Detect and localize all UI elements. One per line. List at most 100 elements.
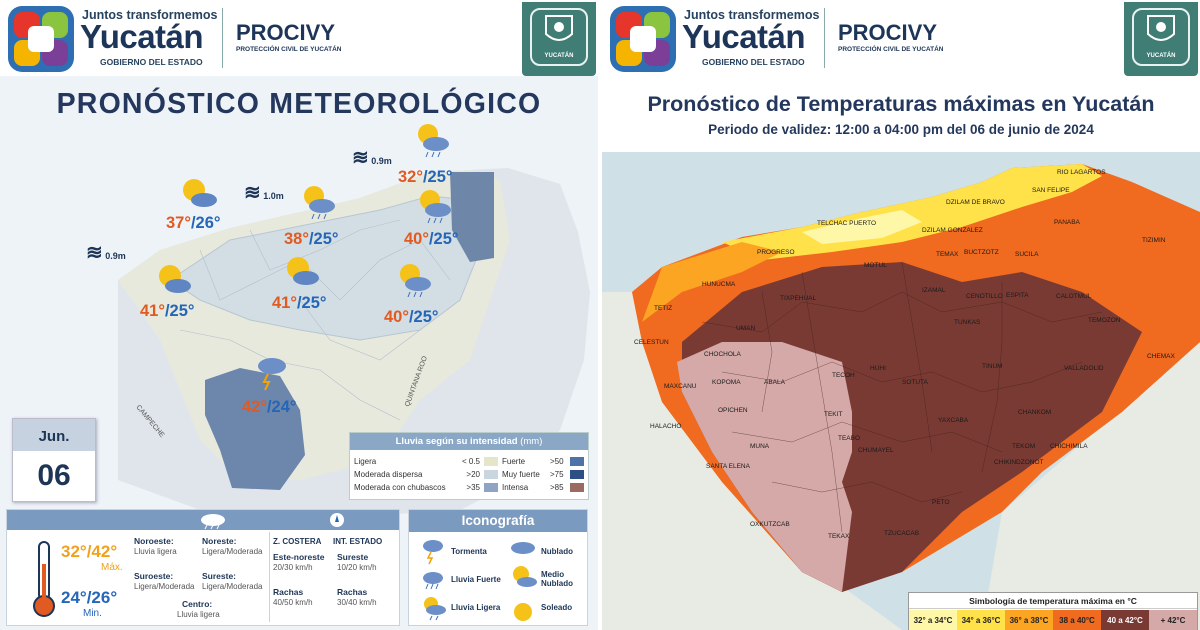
wind-dir: Noreste: [202, 536, 237, 546]
forecast-temp: 41°/25° [272, 294, 327, 312]
partly-cloudy-icon [287, 257, 319, 285]
header-divider [222, 8, 223, 68]
agency-sub: PROTECCIÓN CIVIL DE YUCATÁN [838, 46, 944, 53]
municipality-label: TEABO [838, 435, 860, 442]
municipality-label: CHIKINDZONOT [994, 459, 1044, 466]
forecast-temp: 42°/24° [242, 398, 297, 416]
icon-label: Lluvia Fuerte [451, 575, 501, 584]
municipality-label: PETO [932, 499, 950, 506]
partly-cloudy-icon [513, 566, 537, 587]
legend-item: 38 a 40°C [1053, 610, 1101, 630]
municipality-label: YAXCABA [938, 417, 969, 424]
legend-item: 34° a 36°C [957, 610, 1005, 630]
interior-gust-label: Rachas [337, 587, 368, 597]
zone-36-38 [642, 242, 782, 322]
conditions-header [7, 510, 399, 530]
municipality-label: TIZIMIN [1142, 237, 1166, 244]
sun-rain-icon [420, 190, 451, 224]
brand-tagline: Juntos transformemos [82, 8, 218, 22]
rain-legend-values1: < 0.5 >20 >35 [461, 457, 480, 492]
brand-sub: GOBIERNO DEL ESTADO [702, 57, 805, 67]
interior-label: INT. ESTADO [333, 537, 383, 546]
storm-icon [258, 358, 286, 391]
min-temp-label: Min. [83, 608, 102, 619]
icon-label: Lluvia Ligera [451, 603, 501, 612]
temperature-legend: Simbología de temperatura máxima en °C 3… [908, 592, 1198, 630]
wind-dir: Centro: [182, 599, 213, 609]
rain-row: Moderada con chubascos [354, 483, 446, 492]
left-header: Juntos transformemos Yucatán GOBIERNO DE… [0, 0, 598, 76]
rain-heavy-region [450, 172, 494, 262]
wind-val: Ligera/Moderada [202, 547, 263, 556]
municipality-label: MOTUL [864, 262, 887, 269]
rain-legend-col1: Ligera Moderada dispersa Moderada con ch… [354, 455, 446, 494]
swatch [570, 470, 584, 479]
icon-label: Soleado [541, 603, 573, 612]
rain-legend-title: Lluvia según su intensidad (mm) [350, 433, 588, 450]
municipality-label: DZILAM GONZALEZ [922, 227, 983, 234]
municipality-label: CHEMAX [1147, 353, 1175, 360]
coast-wind-speed: 20/30 km/h [273, 563, 313, 572]
municipality-label: SOTUTA [902, 379, 929, 386]
shield-icon [545, 15, 573, 41]
municipality-label: PROGRESO [757, 249, 795, 256]
temperature-map-panel: Juntos transformemos Yucatán GOBIERNO DE… [602, 0, 1200, 630]
municipality-label: BUCTZOTZ [964, 249, 999, 256]
municipality-label: CHOCHOLA [704, 351, 742, 358]
municipality-label: RIO LAGARTOS [1057, 169, 1106, 176]
municipality-label: OPICHEN [718, 407, 748, 414]
calendar-month: Jun. [13, 419, 95, 451]
forecast-temp: 38°/25° [284, 230, 339, 248]
municipality-label: TIXPEHUAL [780, 295, 817, 302]
municipality-label: TEKAX [828, 533, 850, 540]
sun-rain-icon [304, 186, 335, 220]
legend-item: 40 a 42°C [1101, 610, 1149, 630]
municipality-label: HUNUCMA [702, 281, 736, 288]
municipality-label: VALLADOLID [1064, 365, 1104, 372]
interior-gust: 30/40 km/h [337, 598, 377, 607]
brand-tagline: Juntos transformemos [684, 8, 820, 22]
brand-name: Yucatán [80, 18, 204, 55]
rain-legend-values2: >50 >75 >85 [550, 457, 564, 492]
zone-over-42 [677, 342, 852, 592]
municipality-label: MAXCANU [664, 383, 697, 390]
municipality-label: TZUCACAB [884, 530, 919, 537]
municipality-label: SANTA ELENA [706, 463, 751, 470]
brand-name: Yucatán [682, 18, 806, 55]
map-title: Pronóstico de Temperaturas máximas en Yu… [647, 92, 1155, 116]
municipality-label: TEKOM [1012, 443, 1035, 450]
heavy-rain-icon [423, 572, 443, 590]
legend-item: + 42°C [1149, 610, 1197, 630]
municipality-label: KOPOMA [712, 379, 741, 386]
iconography-icons [423, 540, 537, 621]
yucatan-logo-icon [610, 6, 676, 72]
partly-cloudy-icon [159, 265, 191, 293]
thermometer-icon [33, 541, 55, 617]
municipality-label: MUNA [750, 443, 770, 450]
brand-sub: GOBIERNO DEL ESTADO [100, 57, 203, 67]
zone-32-34 [802, 210, 922, 244]
municipality-label: HUHI [870, 365, 886, 372]
agency-name: PROCIVY [236, 20, 336, 45]
municipality-label: TEKIT [824, 411, 842, 418]
municipality-label: OXKUTZCAB [750, 521, 790, 528]
legend-item: 36° a 38°C [1005, 610, 1053, 630]
municipality-label: TECOH [832, 372, 855, 379]
municipality-label: TINUM [982, 363, 1003, 370]
municipality-label: TELCHAC PUERTO [817, 220, 876, 227]
agency-sub: PROTECCIÓN CIVIL DE YUCATÁN [236, 46, 342, 53]
rain-storm-region [205, 368, 305, 490]
interior-wind-dir: Sureste [337, 552, 369, 562]
state-seal: YUCATÁN [522, 2, 596, 76]
legend-title: Simbología de temperatura máxima en °C [909, 593, 1197, 609]
coast-gust-label: Rachas [273, 587, 304, 597]
wind-dir: Suroeste: [134, 571, 174, 581]
wind-val: Lluvia ligera [134, 547, 177, 556]
sun-rain-icon [400, 264, 431, 298]
municipality-label: CHICHIMILA [1050, 443, 1088, 450]
max-temp-label: Máx. [101, 562, 123, 573]
municipality-label: CHUMAYEL [858, 447, 894, 454]
icon-label: Tormenta [451, 547, 487, 556]
icon-label: Nublado [541, 547, 573, 556]
temperature-map: RIO LAGARTOS SAN FELIPE TELCHAC PUERTO D… [602, 152, 1200, 630]
